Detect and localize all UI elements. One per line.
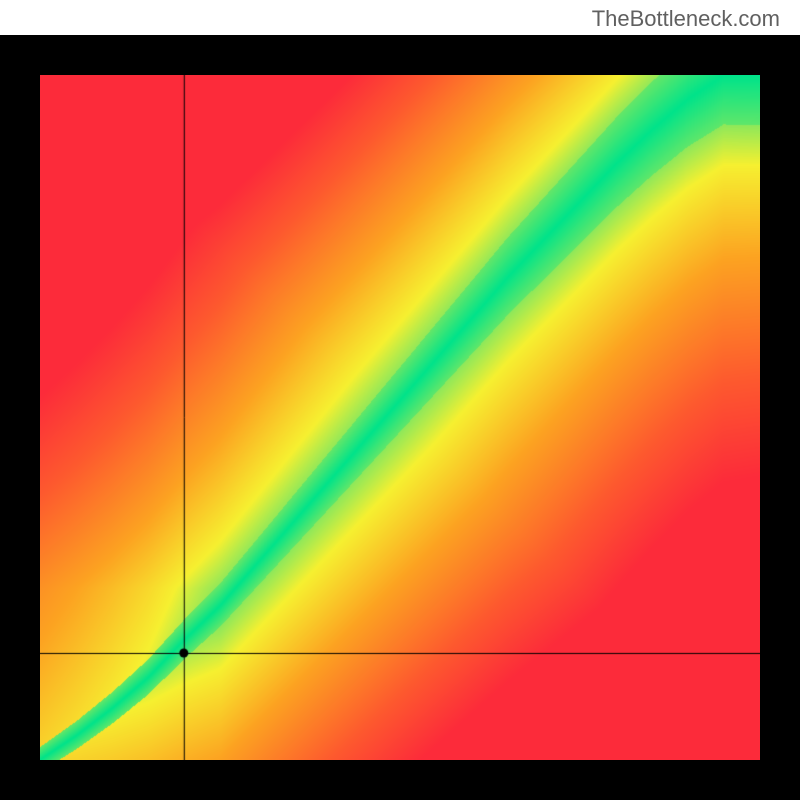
watermark-text: TheBottleneck.com — [592, 6, 780, 32]
chart-frame — [0, 35, 800, 800]
chart-container: TheBottleneck.com — [0, 0, 800, 800]
heatmap-canvas — [40, 75, 760, 760]
heatmap-plot — [40, 75, 760, 760]
